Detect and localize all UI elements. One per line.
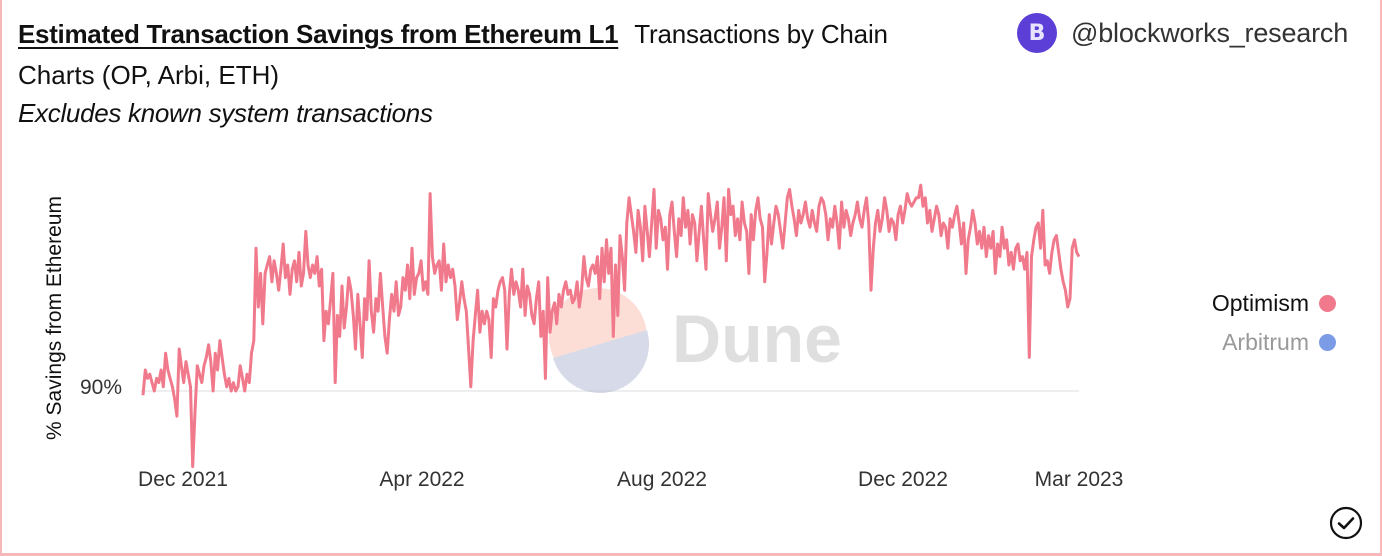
x-tick-dec-2022: Dec 2022: [858, 468, 948, 491]
dune-watermark: Dune: [549, 288, 842, 394]
x-tick-aug-2022: Aug 2022: [617, 468, 707, 491]
optimism-series-line[interactable]: [141, 183, 1081, 469]
x-tick-mar-2023: Mar 2023: [1034, 468, 1124, 491]
chart-header: Estimated Transaction Savings from Ether…: [18, 14, 978, 96]
legend-label-optimism: Optimism: [1211, 290, 1309, 316]
author-handle: @blockworks_research: [1071, 17, 1349, 48]
x-tick-apr-2022: Apr 2022: [379, 468, 465, 491]
author-link[interactable]: B @blockworks_research: [1017, 12, 1348, 54]
legend: Optimism Arbitrum: [1212, 284, 1336, 362]
y-tick-90: 90%: [80, 376, 123, 399]
legend-label-arbitrum: Arbitrum: [1222, 329, 1309, 355]
author-avatar: B: [1017, 13, 1057, 53]
legend-dot-arbitrum-icon: [1319, 334, 1336, 351]
x-tick-dec-2021: Dec 2021: [138, 468, 228, 491]
blockworks-logo-icon: B: [1028, 20, 1046, 46]
legend-dot-optimism-icon: [1319, 295, 1336, 312]
legend-item-arbitrum[interactable]: Arbitrum: [1212, 323, 1336, 362]
legend-item-optimism[interactable]: Optimism: [1212, 284, 1336, 323]
query-title-link[interactable]: Estimated Transaction Savings from Ether…: [18, 19, 619, 49]
visualization-title-cont: Charts (OP, Arbi, ETH): [18, 60, 280, 90]
check-circle-icon[interactable]: [1329, 506, 1363, 540]
svg-text:Dune: Dune: [672, 301, 842, 377]
chart-subtitle: Excludes known system transactions: [18, 98, 433, 128]
visualization-title: Transactions by Chain: [634, 19, 888, 49]
